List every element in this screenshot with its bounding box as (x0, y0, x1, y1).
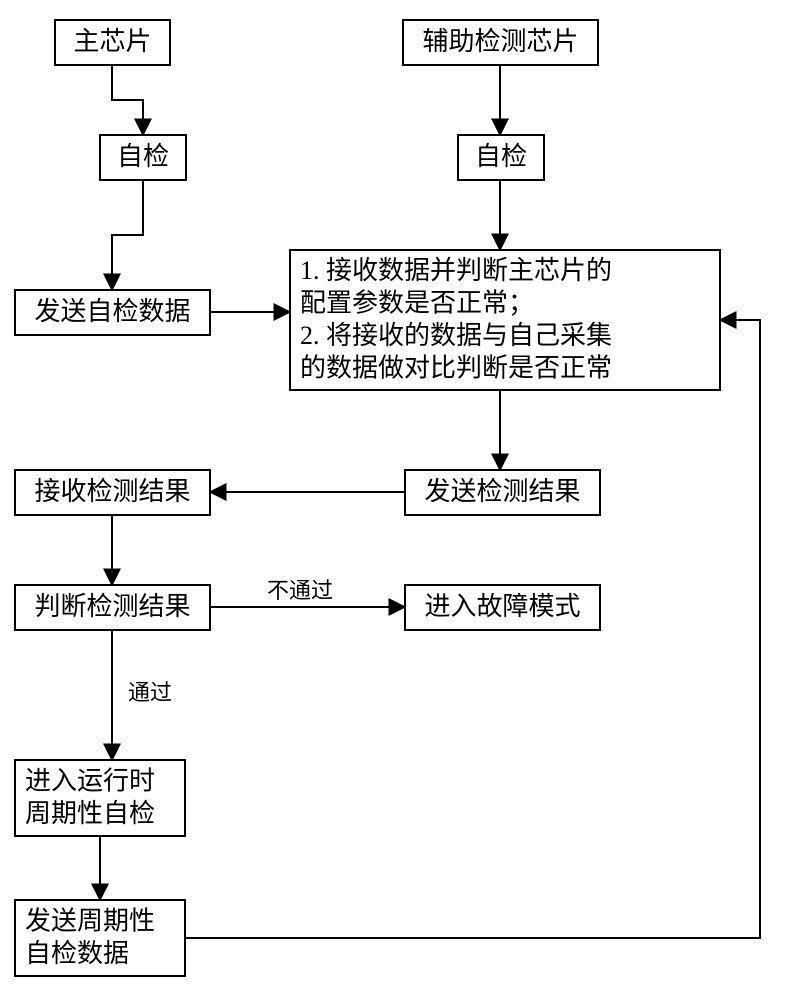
node-text-n_send_self-0: 发送自检数据 (34, 297, 190, 326)
node-text-n_aux-0: 辅助检测芯片 (422, 27, 578, 56)
node-n_fault: 进入故障模式 (405, 585, 600, 630)
edge-label-n_judge-n_periodic: 通过 (128, 680, 172, 705)
node-text-n_main-0: 主芯片 (73, 27, 151, 56)
node-text-n_send_res-0: 发送检测结果 (424, 477, 580, 506)
node-n_main: 主芯片 (55, 20, 170, 65)
node-text-n_check-1: 配置参数是否正常； (300, 288, 534, 317)
node-text-n_recv_res-0: 接收检测结果 (34, 477, 190, 506)
edge-n_main-n_self_l (112, 65, 143, 135)
node-text-n_self_l-0: 自检 (117, 142, 169, 171)
node-text-n_periodic-0: 进入运行时 (25, 766, 155, 795)
node-text-n_check-0: 1. 接收数据并判断主芯片的 (300, 256, 612, 285)
flowchart-canvas: 不通过通过 主芯片辅助检测芯片自检自检发送自检数据1. 接收数据并判断主芯片的配… (0, 0, 789, 1000)
node-text-n_send_per-0: 发送周期性 (25, 906, 155, 935)
node-n_check: 1. 接收数据并判断主芯片的配置参数是否正常； 2. 将接收的数据与自己采集的数据… (290, 250, 720, 390)
edge-label-n_judge-n_fault: 不通过 (267, 578, 333, 603)
node-n_recv_res: 接收检测结果 (15, 470, 210, 515)
node-n_send_res: 发送检测结果 (405, 470, 600, 515)
node-text-n_send_per-1: 自检数据 (25, 939, 129, 968)
node-n_self_r: 自检 (458, 135, 544, 180)
node-text-n_check-2: 2. 将接收的数据与自己采集 (300, 321, 612, 350)
node-text-n_fault-0: 进入故障模式 (424, 592, 580, 621)
node-n_send_self: 发送自检数据 (15, 290, 210, 335)
node-n_judge: 判断检测结果 (15, 585, 210, 630)
node-text-n_periodic-1: 周期性自检 (25, 799, 155, 828)
node-n_aux: 辅助检测芯片 (403, 20, 598, 65)
node-n_self_l: 自检 (100, 135, 186, 180)
node-n_periodic: 进入运行时周期性自检 (15, 760, 185, 836)
node-n_send_per: 发送周期性自检数据 (15, 900, 185, 976)
node-text-n_self_r-0: 自检 (475, 142, 527, 171)
nodes-layer: 主芯片辅助检测芯片自检自检发送自检数据1. 接收数据并判断主芯片的配置参数是否正… (15, 20, 720, 976)
node-text-n_judge-0: 判断检测结果 (34, 592, 190, 621)
edge-n_self_l-n_send_self (112, 180, 143, 290)
node-text-n_check-3: 的数据做对比判断是否正常 (300, 353, 612, 382)
